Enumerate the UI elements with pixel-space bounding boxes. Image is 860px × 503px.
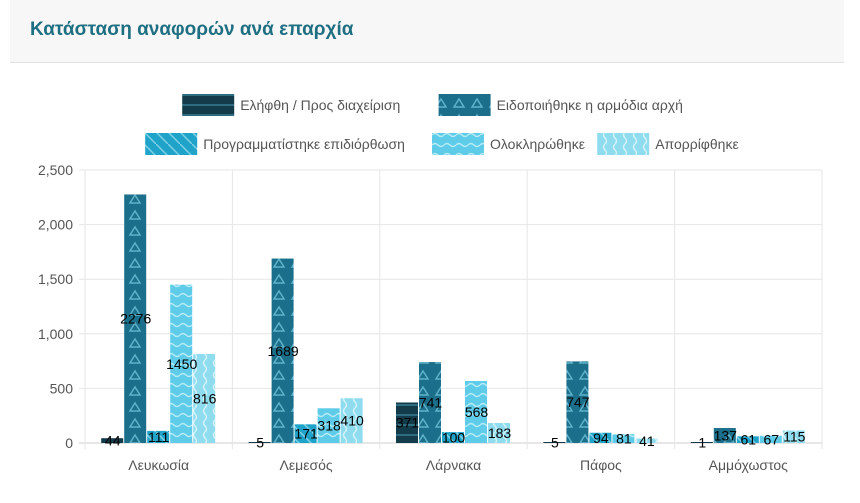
data-label: 137 (714, 428, 738, 444)
bar (465, 380, 487, 443)
legend-swatch (182, 94, 235, 116)
y-axis: 0 500 1,000 1,500 2,000 2,500 (38, 162, 73, 451)
card-header: Κατάσταση αναφορών ανά επαρχία (10, 0, 844, 63)
bar (294, 424, 317, 443)
data-label: 568 (465, 404, 489, 420)
legend-swatch (597, 133, 650, 155)
data-label: 5 (256, 435, 264, 451)
bar (589, 432, 612, 443)
bar (317, 408, 340, 443)
bar (147, 430, 170, 443)
bar (271, 258, 294, 443)
bar (736, 436, 759, 443)
data-label: 67 (764, 431, 780, 447)
legend-swatch (145, 133, 198, 155)
data-label: 410 (340, 413, 364, 429)
y-tick-label: 500 (50, 380, 74, 396)
x-tick-label: Λεμεσός (280, 457, 333, 473)
legend-swatch (438, 94, 491, 116)
data-label: 1689 (268, 343, 299, 359)
bar (248, 442, 271, 443)
x-tick-label: Λάρνακα (426, 457, 481, 473)
data-label: 183 (488, 425, 512, 441)
data-label: 94 (593, 430, 609, 446)
bar (419, 362, 441, 443)
bar (442, 432, 464, 443)
data-labels: 44 5 371 5 1 2276 1689 741 747 137 111 171 100 94 61 14… (105, 311, 806, 451)
legend-label: Απορρίφθηκε (655, 136, 739, 152)
x-tick-label: Αμμόχωστος (709, 457, 789, 473)
bar (713, 428, 736, 443)
data-label: 61 (741, 432, 757, 448)
y-tick-label: 0 (65, 435, 73, 451)
bar (340, 398, 363, 443)
bar (488, 423, 510, 443)
bar (170, 284, 193, 443)
bar (612, 434, 635, 443)
data-label: 2276 (120, 311, 151, 327)
gridlines (79, 169, 823, 449)
data-label: 747 (566, 394, 590, 410)
bar (543, 442, 566, 443)
bar (124, 194, 147, 443)
data-label: 1450 (166, 356, 197, 372)
data-label: 81 (616, 431, 632, 447)
legend-swatch (432, 133, 484, 155)
bar (566, 361, 589, 443)
y-tick-label: 2,500 (38, 162, 73, 178)
bar (396, 402, 418, 443)
y-tick-label: 2,000 (38, 217, 73, 233)
data-label: 5 (551, 435, 559, 451)
bar (759, 435, 782, 443)
data-label: 171 (294, 426, 318, 442)
bar (690, 442, 713, 443)
data-label: 41 (639, 433, 655, 449)
data-label: 111 (148, 429, 169, 445)
card-title: Κατάσταση αναφορών ανά επαρχία (30, 19, 354, 40)
legend-label: Ειδοποιήθηκε η αρμόδια αρχή (497, 97, 683, 113)
data-label: 1 (698, 435, 706, 451)
legend-label: Ελήφθη / Προς διαχείριση (240, 97, 400, 113)
bar (193, 353, 216, 443)
data-label: 371 (396, 415, 420, 431)
bar (635, 438, 658, 443)
data-label: 741 (419, 395, 443, 411)
data-label: 100 (442, 430, 466, 446)
legend-label: Προγραμματίστηκε επιδιόρθωση (203, 136, 405, 152)
bar (782, 430, 805, 443)
data-label: 816 (193, 390, 217, 406)
x-axis: Λευκωσία Λεμεσός Λάρνακα Πάφος Αμμόχωστος (128, 457, 788, 473)
legend-label: Ολοκληρώθηκε (490, 136, 585, 152)
bar (101, 438, 124, 443)
data-label: 44 (105, 433, 121, 449)
y-tick-label: 1,500 (38, 271, 73, 287)
chart-legend: Ελήφθη / Προς διαχείριση Ειδοποιήθηκε η α… (145, 94, 739, 155)
data-label: 318 (317, 418, 341, 434)
bars (101, 194, 805, 443)
x-tick-label: Λευκωσία (128, 457, 189, 473)
x-tick-label: Πάφος (580, 457, 622, 473)
y-tick-label: 1,000 (38, 326, 73, 342)
data-label: 115 (783, 429, 806, 445)
